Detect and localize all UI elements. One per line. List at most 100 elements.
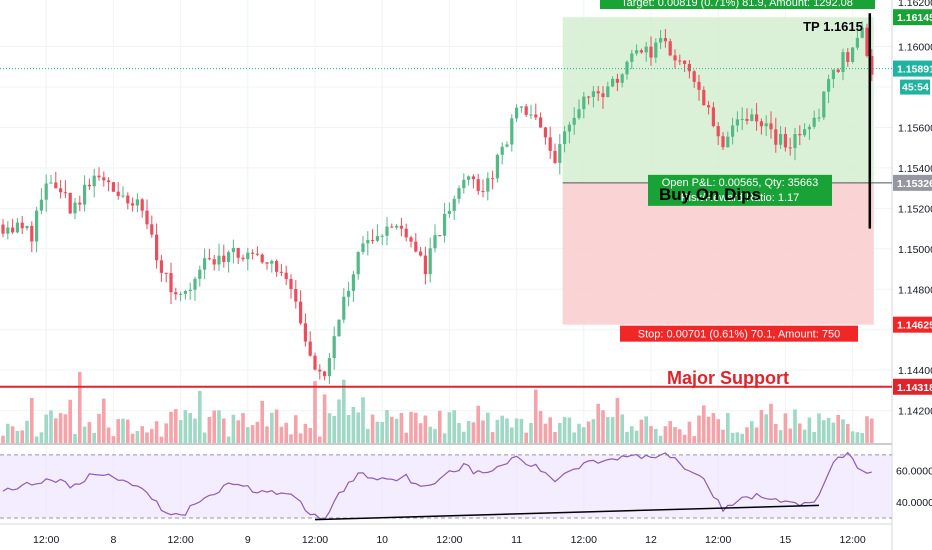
volume-bar bbox=[745, 427, 749, 443]
candle-body bbox=[534, 114, 538, 118]
candle-body bbox=[687, 63, 691, 72]
volume-bar bbox=[337, 399, 341, 443]
buy-annotation: Buy On Dips bbox=[659, 185, 761, 204]
candle-body bbox=[735, 119, 739, 126]
volume-bar bbox=[82, 426, 87, 443]
time-tick-label: 15 bbox=[780, 534, 792, 546]
candle-body bbox=[131, 203, 135, 206]
candle-body bbox=[438, 235, 442, 237]
volume-bar bbox=[370, 414, 375, 443]
volume-bar bbox=[313, 381, 317, 443]
volume-bar bbox=[591, 419, 596, 443]
candle-body bbox=[399, 225, 403, 229]
candle-body bbox=[236, 247, 240, 258]
rsi-band bbox=[0, 454, 892, 518]
candle-body bbox=[116, 191, 120, 196]
volume-bar bbox=[529, 422, 533, 443]
candle-body bbox=[265, 262, 269, 264]
candle-body bbox=[447, 210, 451, 214]
volume-bar bbox=[303, 423, 308, 443]
volume-bar bbox=[519, 418, 524, 443]
candle-body bbox=[865, 27, 869, 56]
candle-body bbox=[380, 235, 384, 237]
price-top-label: 1.16200 bbox=[898, 0, 932, 9]
candle-body bbox=[831, 69, 835, 80]
candle-body bbox=[726, 136, 730, 148]
volume-bar bbox=[164, 423, 168, 443]
volume-bar bbox=[274, 409, 279, 443]
price-tick-label: 1.15600 bbox=[898, 122, 932, 134]
volume-bar bbox=[222, 418, 226, 443]
volume-bar bbox=[812, 431, 816, 443]
target-label-bg bbox=[600, 0, 875, 9]
volume-bar bbox=[865, 416, 869, 443]
candle-body bbox=[92, 175, 96, 187]
stop-price-tag: 1.14625 bbox=[897, 320, 932, 332]
candle-body bbox=[169, 273, 173, 293]
price-tick-label: 1.15200 bbox=[898, 203, 932, 215]
candle-body bbox=[366, 240, 370, 244]
candle-body bbox=[774, 129, 778, 145]
volume-bar bbox=[697, 415, 701, 443]
volume-bar bbox=[625, 431, 629, 443]
candle-body bbox=[841, 52, 845, 72]
candle-body bbox=[44, 183, 48, 200]
candle-body bbox=[596, 91, 600, 94]
volume-bar bbox=[68, 399, 72, 443]
candle-body bbox=[812, 117, 816, 127]
volume-bar bbox=[87, 422, 92, 443]
volume-bar bbox=[442, 433, 447, 443]
volume-bar bbox=[870, 418, 874, 443]
volume-bar bbox=[318, 436, 322, 443]
time-tick-label: 12:00 bbox=[167, 534, 193, 546]
time-tick-label: 12:00 bbox=[436, 534, 462, 546]
volume-bar bbox=[620, 414, 624, 443]
candle-body bbox=[87, 184, 91, 187]
candle-body bbox=[30, 225, 34, 242]
volume-bar bbox=[682, 434, 687, 443]
volume-bar bbox=[346, 414, 351, 443]
candle-body bbox=[870, 55, 874, 75]
volume-bar bbox=[567, 417, 572, 443]
time-tick-label: 12:00 bbox=[839, 534, 865, 546]
candle-body bbox=[409, 237, 413, 242]
volume-bar bbox=[217, 410, 221, 443]
candle-body bbox=[524, 106, 528, 115]
volume-bar bbox=[294, 415, 298, 443]
volume-bar bbox=[58, 413, 63, 443]
candle-body bbox=[231, 247, 235, 253]
candle-body bbox=[519, 106, 523, 108]
candle-body bbox=[601, 93, 605, 98]
volume-bar bbox=[246, 427, 250, 443]
candle-body bbox=[505, 144, 509, 147]
volume-bar bbox=[601, 410, 605, 443]
candle-body bbox=[611, 78, 615, 87]
volume-bar bbox=[548, 417, 552, 443]
volume-bar bbox=[510, 427, 514, 443]
time-tick-label: 8 bbox=[110, 534, 116, 546]
volume-bar bbox=[649, 426, 653, 443]
volume-bar bbox=[586, 421, 591, 443]
volume-bar bbox=[265, 426, 269, 443]
candle-body bbox=[630, 53, 634, 62]
volume-bar bbox=[802, 429, 807, 443]
candle-body bbox=[572, 117, 576, 125]
volume-bar bbox=[126, 419, 130, 443]
candle-body bbox=[342, 296, 346, 320]
volume-bar bbox=[279, 426, 284, 443]
entry-price-tag-bg bbox=[893, 174, 932, 191]
volume-bar bbox=[380, 422, 384, 443]
support-label: Major Support bbox=[667, 368, 789, 388]
volume-bar bbox=[375, 421, 380, 443]
volume-bar bbox=[740, 433, 744, 443]
candle-body bbox=[457, 188, 461, 199]
volume-bar bbox=[822, 420, 826, 443]
volume-bar bbox=[514, 418, 519, 443]
candle-body bbox=[481, 190, 485, 192]
volume-bar bbox=[582, 427, 586, 443]
volume-bar bbox=[332, 415, 336, 443]
candle-body bbox=[49, 182, 53, 184]
candle-body bbox=[135, 199, 139, 206]
candle-body bbox=[750, 114, 754, 121]
